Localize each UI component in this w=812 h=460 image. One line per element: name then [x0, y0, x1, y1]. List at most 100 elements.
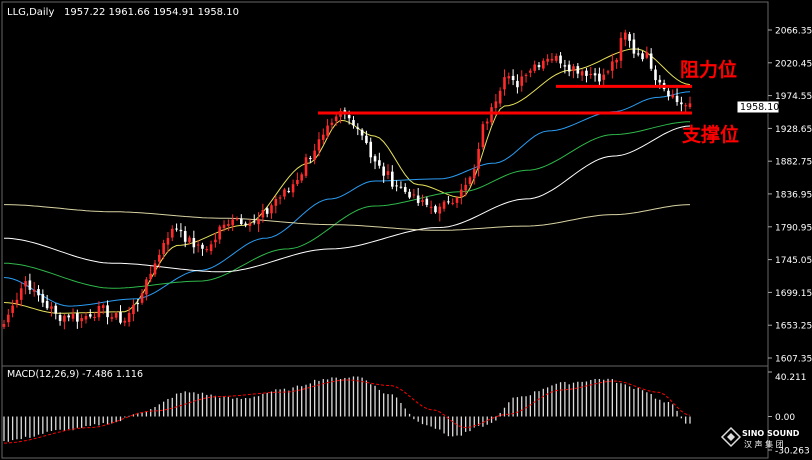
- candle-body: [270, 205, 273, 214]
- candle-body: [179, 229, 183, 232]
- price-tick-label: 1836.95: [775, 190, 812, 200]
- moving-average-line: [3, 91, 691, 307]
- candle-body: [287, 191, 291, 193]
- macd-signal-line: [3, 379, 691, 444]
- candle-body: [550, 58, 554, 61]
- candle-body: [403, 187, 407, 192]
- candle-body: [67, 315, 71, 318]
- candle-body: [580, 71, 584, 76]
- candle-body: [45, 301, 49, 309]
- candle-body: [300, 174, 303, 181]
- candle-body: [572, 66, 575, 71]
- candle-body: [218, 226, 222, 240]
- candle-body: [675, 95, 679, 103]
- candle-body: [485, 121, 489, 124]
- candlesticks: [2, 29, 692, 330]
- logo-chinese: 汉 声 集 团: [744, 439, 784, 449]
- resistance-label: 阻力位: [680, 58, 737, 81]
- candle-body: [132, 304, 135, 315]
- candle-body: [623, 32, 627, 40]
- candle-body: [628, 34, 631, 41]
- macd-title: MACD(12,26,9) -7.486 1.116: [7, 369, 143, 380]
- macd-tick-label: 40.211: [775, 373, 807, 383]
- candle-body: [15, 299, 19, 304]
- candle-body: [222, 224, 226, 229]
- candle-body: [123, 320, 127, 323]
- candle-body: [438, 206, 442, 214]
- candle-body: [93, 316, 96, 319]
- candle-body: [645, 52, 649, 58]
- candle-body: [265, 208, 269, 214]
- price-tick-label: 1790.95: [775, 223, 812, 233]
- sino-sound-logo: SINO SOUND 汉 声 集 团: [720, 426, 800, 449]
- candle-body: [231, 219, 234, 226]
- candle-body: [50, 306, 53, 309]
- candle-body: [80, 318, 83, 322]
- candle-body: [585, 70, 588, 76]
- candle-body: [589, 73, 593, 76]
- candle-body: [153, 263, 157, 275]
- macd-indicator: [3, 376, 691, 444]
- candle-body: [330, 122, 334, 126]
- candle-body: [680, 102, 683, 105]
- candle-body: [88, 314, 92, 317]
- candle-body: [201, 244, 204, 249]
- candle-body: [369, 141, 373, 158]
- candle-body: [19, 288, 23, 300]
- macd-tick-label: -30.263: [775, 447, 810, 457]
- candle-body: [667, 90, 670, 97]
- candle-body: [41, 294, 45, 303]
- candle-body: [76, 313, 79, 322]
- candle-body: [296, 179, 299, 185]
- candle-body: [464, 184, 467, 191]
- candle-body: [365, 135, 368, 144]
- candle-body: [205, 249, 209, 251]
- candle-body: [101, 305, 105, 308]
- macd-axis: 40.211 0.00 -30.263: [768, 371, 810, 457]
- moving-average-line: [3, 121, 691, 289]
- candle-body: [399, 186, 403, 188]
- moving-average-line: [4, 204, 691, 231]
- candle-body: [416, 195, 420, 203]
- candle-body: [11, 305, 14, 313]
- candle-body: [114, 313, 118, 318]
- candle-body: [37, 289, 40, 296]
- candle-body: [24, 281, 27, 287]
- candle-body: [460, 189, 463, 197]
- candle-body: [421, 200, 424, 202]
- candle-body: [119, 312, 122, 323]
- candle-body: [632, 39, 636, 54]
- candle-body: [32, 289, 36, 292]
- candle-body: [477, 148, 480, 169]
- candle-body: [261, 210, 265, 218]
- candle-body: [71, 314, 75, 319]
- candle-body: [158, 254, 161, 262]
- candle-body: [196, 244, 200, 246]
- candle-body: [533, 64, 536, 71]
- candle-body: [472, 169, 476, 179]
- candle-body: [356, 127, 360, 129]
- price-axis: 2066.35 2020.45 1974.55 1928.65 1882.75 1836.…: [768, 27, 812, 365]
- moving-averages: [3, 48, 691, 314]
- candle-body: [252, 221, 256, 223]
- moving-average-line: [3, 48, 691, 314]
- candle-body: [619, 37, 623, 61]
- candle-body: [391, 171, 394, 187]
- candle-body: [567, 64, 571, 72]
- candle-body: [649, 53, 653, 69]
- price-tick-label: 1699.15: [775, 289, 812, 299]
- support-label: 支撑位: [681, 123, 739, 146]
- logo-name: SINO SOUND: [742, 429, 800, 438]
- candle-body: [636, 53, 640, 55]
- candle-body: [468, 177, 472, 184]
- candle-body: [145, 279, 148, 295]
- candle-body: [140, 293, 144, 303]
- candle-body: [386, 171, 390, 175]
- price-tick-label: 2066.35: [775, 27, 812, 37]
- candle-body: [248, 223, 252, 227]
- candle-body: [334, 116, 338, 122]
- candle-body: [373, 156, 377, 162]
- candle-body: [671, 94, 675, 98]
- candle-body: [451, 202, 455, 204]
